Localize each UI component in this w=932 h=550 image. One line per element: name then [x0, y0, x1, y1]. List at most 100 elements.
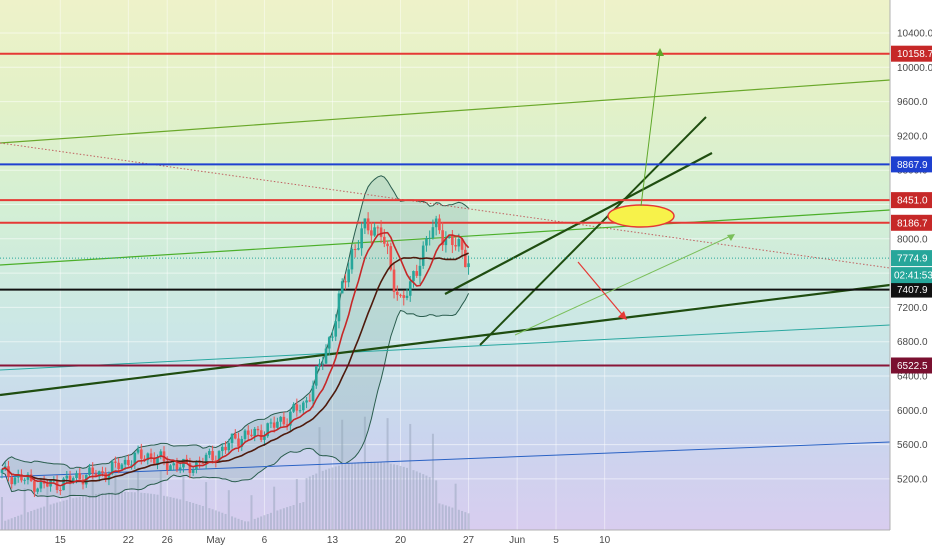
volume-bar [72, 498, 75, 530]
candle-body [91, 467, 95, 474]
candle-body [110, 461, 114, 475]
volume-bar [289, 506, 292, 530]
volume-bar [312, 474, 315, 530]
candle-body [269, 422, 273, 424]
candle-body [408, 281, 412, 296]
time-axis[interactable] [0, 530, 890, 550]
volume-bar [273, 486, 276, 530]
volume-bar [117, 492, 120, 530]
x-tick-label: May [206, 535, 225, 546]
volume-bar [334, 466, 337, 530]
candle-body [188, 463, 192, 473]
y-tick-label: 5600.0 [897, 440, 928, 451]
volume-bar [292, 505, 295, 530]
volume-bar [415, 471, 418, 530]
candle-body [46, 483, 49, 487]
candle-body [36, 488, 39, 492]
x-tick-label: 27 [463, 535, 475, 546]
candle-body [425, 238, 428, 246]
volume-bar [244, 521, 246, 530]
candle-body [295, 404, 299, 411]
price-level-badge-bg [891, 45, 932, 62]
volume-bar [175, 498, 178, 530]
volume-bar [438, 503, 441, 530]
volume-bar [328, 468, 331, 530]
volume-bar [266, 514, 269, 530]
candle-body [152, 457, 156, 464]
volume-bar [208, 508, 211, 530]
price-level-badge-bg [891, 156, 932, 173]
candle-body [337, 293, 341, 322]
candle-body [302, 402, 305, 411]
price-level-badge-bg [891, 214, 932, 231]
lower-teal-line [0, 324, 891, 371]
volume-bar [444, 505, 447, 530]
candle-body [464, 249, 467, 268]
candle-body [331, 336, 334, 338]
y-tick-label: 8000.0 [897, 234, 928, 245]
candle-body [175, 463, 179, 470]
volume-bar [406, 467, 408, 530]
candle-body [26, 474, 30, 480]
candle-body [201, 463, 205, 465]
candle-body [289, 411, 292, 426]
volume-bar [182, 475, 185, 530]
volume-bar [373, 461, 376, 530]
volume-bar [221, 512, 224, 530]
volume-bar [107, 492, 110, 530]
candle-body [389, 246, 393, 270]
volume-bar [36, 508, 39, 530]
volume-bar [240, 520, 243, 530]
volume-bar [350, 462, 353, 530]
candle-body [10, 477, 14, 485]
candle-body [334, 321, 338, 337]
candle-body [467, 263, 470, 268]
candle-body [97, 471, 101, 477]
candle-body [250, 434, 253, 437]
candle-body [94, 473, 98, 477]
candle-body [211, 451, 214, 461]
volume-bar [124, 492, 127, 530]
candle-body [208, 451, 211, 455]
volume-bar [386, 418, 389, 530]
candle-body [347, 269, 350, 283]
candle-body [311, 385, 315, 402]
volume-bar [20, 514, 23, 530]
x-tick-label: 15 [55, 535, 67, 546]
candle-body [221, 446, 224, 452]
volume-bar [299, 503, 302, 530]
volume-bar [376, 461, 379, 530]
candle-body [16, 474, 20, 478]
candle-body [451, 235, 454, 246]
candle-body [379, 227, 383, 237]
dotted-resistance-line [0, 142, 891, 269]
volume-bar [127, 492, 130, 530]
candle-body [318, 363, 321, 366]
volume-bar [428, 477, 431, 530]
bearish-arrow-head [618, 311, 627, 320]
candle-body [39, 481, 43, 489]
volume-bar [7, 519, 10, 530]
volume-bar [201, 505, 204, 530]
candle-body [399, 294, 402, 296]
candle-body [33, 481, 36, 492]
candle-body [263, 436, 266, 440]
volume-bar [4, 520, 7, 530]
volume-bar [344, 464, 347, 530]
candle-body [233, 433, 237, 439]
volume-bar [418, 472, 421, 530]
volume-bar [153, 494, 156, 530]
volume-bar [133, 492, 136, 530]
volume-bar [464, 512, 467, 530]
volume-bar [98, 493, 101, 530]
candle-body [114, 461, 117, 463]
price-level-badge: 7407.9 [897, 285, 928, 296]
candle-body [405, 295, 409, 298]
candle-body [363, 218, 367, 229]
candle-body [298, 410, 302, 412]
annotations [514, 48, 735, 336]
candle-body [149, 453, 153, 458]
volume-bar [101, 493, 104, 530]
candle-body [386, 243, 389, 247]
